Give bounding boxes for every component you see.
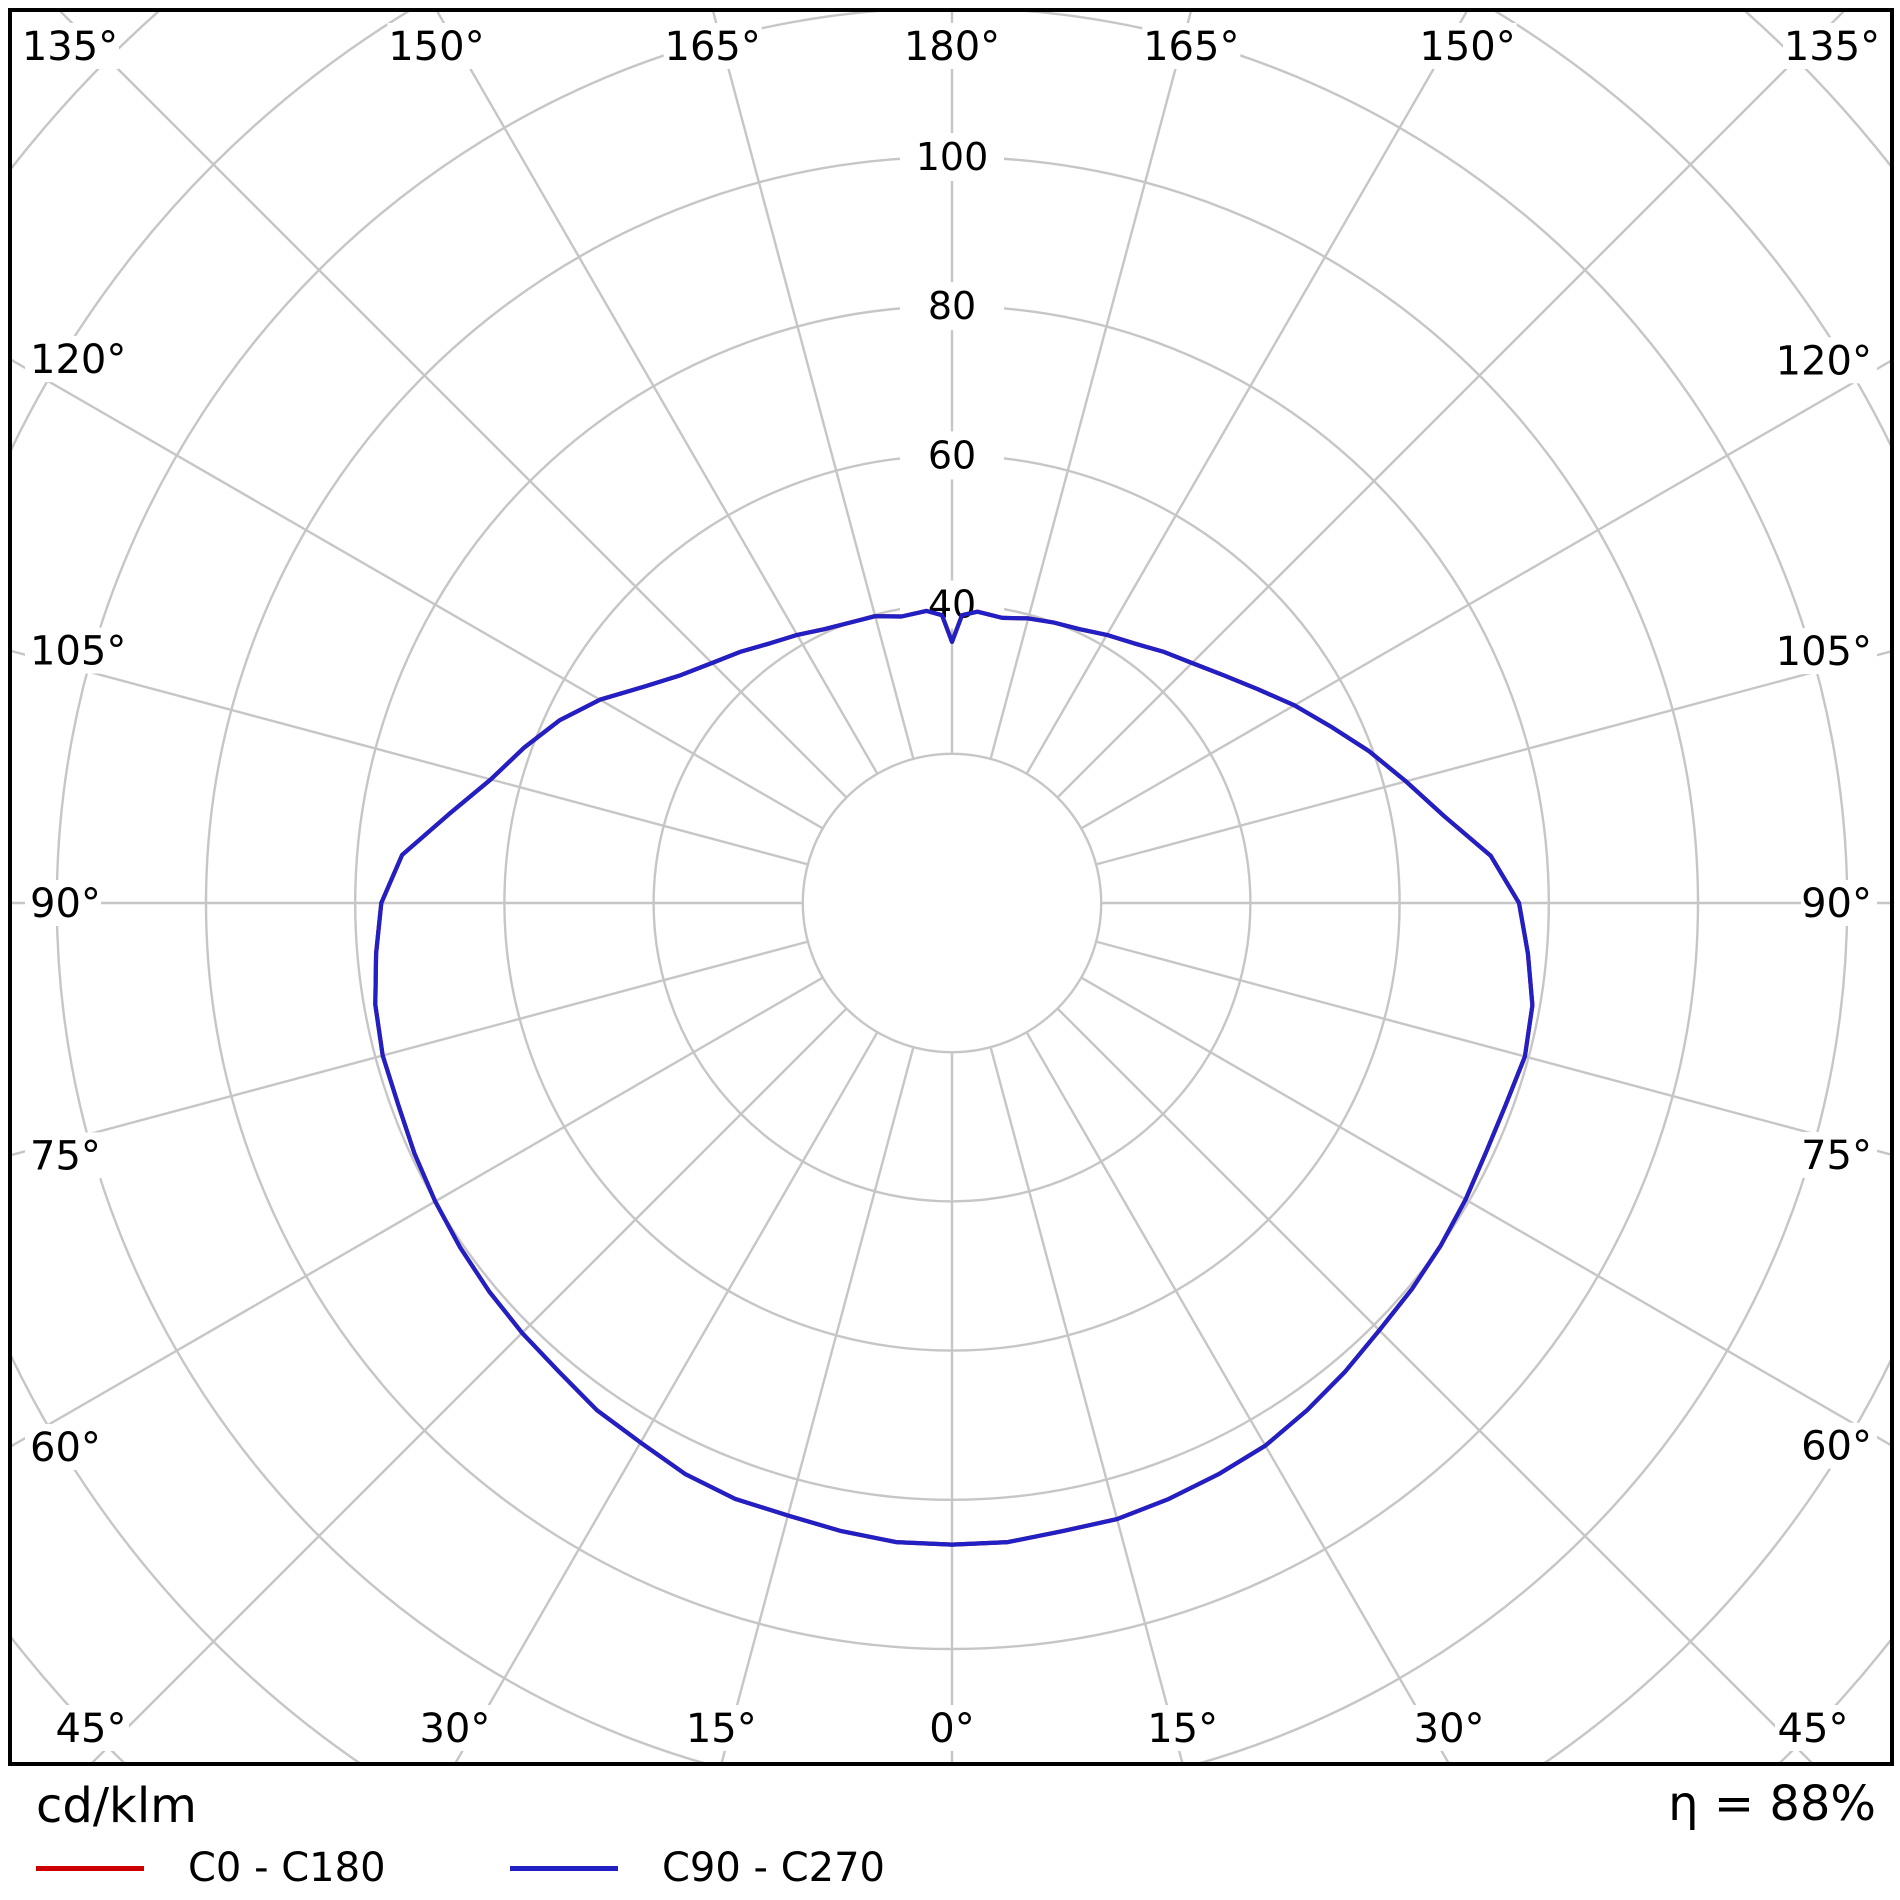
- grid-spoke: [10, 976, 824, 1449]
- plot-border: [8, 8, 1894, 1766]
- legend-label-c90-c270: C90 - C270: [662, 1845, 885, 1891]
- angle-label: 180°: [904, 24, 1000, 70]
- angle-label-bg: [53, 1705, 129, 1751]
- intensity-curve-c0-c180: [373, 608, 1535, 1547]
- grid-spoke: [1056, 10, 1847, 799]
- angle-label-bg: [25, 1423, 101, 1470]
- legend-item-c0-c180: C0 - C180: [36, 1842, 386, 1894]
- angle-label: 75°: [1801, 1133, 1872, 1179]
- grid-spoke: [435, 10, 879, 775]
- angle-label-bg: [1801, 1131, 1877, 1178]
- radial-tick-label: 100: [916, 135, 989, 179]
- angle-label: 135°: [22, 24, 118, 70]
- grid-spoke: [57, 10, 848, 799]
- angle-label-bg: [1411, 1705, 1488, 1751]
- angle-label-bg: [1779, 337, 1877, 384]
- angle-label: 105°: [30, 629, 126, 675]
- grid-spoke: [10, 940, 809, 1157]
- angle-label: 30°: [419, 1706, 490, 1752]
- grid-spoke: [1080, 358, 1892, 830]
- angle-label: 30°: [1414, 1706, 1485, 1752]
- angle-label: 75°: [30, 1133, 101, 1179]
- grid-spoke: [989, 10, 1193, 760]
- grid-ring: [801, 752, 1103, 1054]
- angle-label-bg: [925, 1705, 979, 1751]
- legend: C0 - C180 C90 - C270: [0, 1842, 1900, 1898]
- angle-label: 150°: [388, 24, 484, 70]
- angle-label-bg: [1418, 23, 1517, 69]
- legend-swatch-c0-c180: [36, 1865, 144, 1871]
- grid-spoke: [711, 10, 915, 760]
- angle-label: 135°: [1784, 24, 1880, 70]
- angle-label: 105°: [1776, 629, 1872, 675]
- grid-spoke: [10, 357, 824, 830]
- angle-label: 45°: [1778, 1706, 1849, 1752]
- angle-label: 150°: [1419, 24, 1515, 70]
- angle-label-bg: [416, 1705, 493, 1751]
- angle-label-bg: [1144, 1705, 1221, 1751]
- grid-spoke: [1080, 976, 1892, 1448]
- angle-label: 15°: [1147, 1706, 1218, 1752]
- angle-label-bg: [663, 23, 762, 69]
- efficiency-label: η = 88%: [1668, 1776, 1876, 1832]
- angle-label-bg: [21, 23, 119, 69]
- grid-spoke: [89, 1007, 848, 1764]
- angle-label: 120°: [30, 337, 126, 383]
- angle-label: 165°: [1143, 24, 1239, 70]
- grid-spoke: [1095, 649, 1892, 866]
- angle-label-bg: [1783, 23, 1881, 69]
- intensity-curve-c90-c270: [373, 608, 1535, 1547]
- angle-label: 45°: [56, 1706, 127, 1752]
- angle-label: 90°: [1801, 881, 1872, 927]
- legend-label-c0-c180: C0 - C180: [188, 1845, 386, 1891]
- grid-spoke: [1025, 10, 1469, 775]
- grid-spoke: [1056, 1007, 1815, 1764]
- angle-label: 60°: [30, 1425, 101, 1471]
- radial-tick-bg: [900, 580, 1004, 629]
- grid-spoke: [720, 1046, 915, 1764]
- angle-label-bg: [25, 1132, 101, 1179]
- angle-label: 60°: [1801, 1424, 1872, 1470]
- grid-spoke: [10, 649, 809, 866]
- radial-tick-labels: 40 60 80 100: [900, 133, 1004, 629]
- angle-labels: 0° 15° 15° 30° 30° 45° 45° 60° 60° 75° 75° 90° 90° 10…: [21, 23, 1881, 1752]
- angle-label: 90°: [30, 881, 101, 927]
- angle-label-bg: [1801, 1422, 1877, 1469]
- angle-label-bg: [1775, 1705, 1851, 1751]
- units-label: cd/klm: [36, 1778, 197, 1834]
- radial-tick-label: 60: [928, 433, 976, 477]
- grid-spoke: [1025, 1031, 1451, 1764]
- grid-spoke: [453, 1031, 879, 1764]
- angle-label-bg: [1801, 880, 1877, 926]
- radial-tick-bg: [900, 282, 1004, 331]
- radial-tick-bg: [900, 133, 1004, 181]
- angle-label-bg: [25, 336, 123, 383]
- legend-item-c90-c270: C90 - C270: [510, 1842, 885, 1894]
- angle-label-bg: [25, 880, 101, 926]
- grid-spoke: [1095, 940, 1892, 1157]
- angle-label-bg: [1142, 23, 1241, 69]
- grid-spoke: [989, 1046, 1184, 1764]
- angle-label: 120°: [1776, 338, 1872, 384]
- radial-tick-label: 40: [928, 583, 976, 627]
- angle-label: 0°: [929, 1706, 974, 1752]
- angle-label-bg: [683, 1705, 760, 1751]
- radial-tick-bg: [900, 431, 1004, 480]
- angle-label: 15°: [686, 1706, 757, 1752]
- angle-label: 165°: [665, 24, 761, 70]
- angle-label-bg: [1779, 628, 1877, 675]
- intensity-curves: [373, 608, 1535, 1547]
- radial-tick-label: 80: [928, 284, 976, 328]
- angle-label-bg: [903, 23, 1001, 69]
- angle-label-bg: [25, 627, 123, 674]
- angle-label-bg: [387, 23, 486, 69]
- legend-swatch-c90-c270: [510, 1865, 618, 1871]
